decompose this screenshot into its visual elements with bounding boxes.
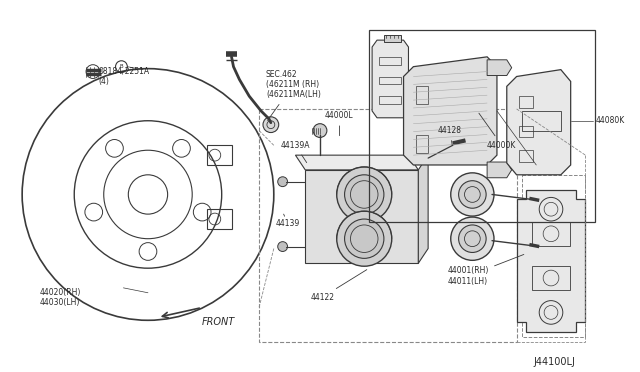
- Bar: [207, 209, 232, 229]
- Polygon shape: [516, 190, 586, 332]
- Bar: [532, 222, 570, 246]
- Circle shape: [263, 117, 278, 132]
- Bar: [207, 145, 232, 165]
- Text: 44139A: 44139A: [281, 141, 310, 163]
- Polygon shape: [372, 40, 408, 118]
- Bar: [522, 111, 561, 131]
- Bar: [522, 175, 586, 337]
- Polygon shape: [487, 60, 512, 76]
- Bar: [259, 109, 516, 342]
- Text: J44100LJ: J44100LJ: [534, 357, 575, 367]
- Text: SEC.462
(46211M (RH)
(46211MA(LH): SEC.462 (46211M (RH) (46211MA(LH): [266, 70, 321, 121]
- Text: B: B: [120, 64, 124, 69]
- Circle shape: [344, 175, 384, 214]
- Polygon shape: [487, 162, 512, 178]
- Text: 44080K: 44080K: [595, 116, 625, 125]
- Bar: [379, 77, 401, 84]
- Bar: [417, 135, 428, 153]
- Bar: [532, 266, 570, 290]
- Text: 44000K: 44000K: [479, 113, 516, 150]
- Text: 44128: 44128: [438, 126, 462, 145]
- Circle shape: [313, 124, 327, 137]
- Circle shape: [337, 211, 392, 266]
- Text: 44139: 44139: [276, 214, 300, 228]
- Polygon shape: [296, 155, 419, 170]
- Text: 08184-2251A
(4): 08184-2251A (4): [99, 67, 150, 86]
- Text: 44000L: 44000L: [325, 111, 353, 136]
- Bar: [518, 150, 533, 162]
- Circle shape: [278, 177, 287, 187]
- Bar: [518, 96, 533, 108]
- Bar: [417, 86, 428, 104]
- Circle shape: [459, 225, 486, 253]
- Circle shape: [278, 242, 287, 251]
- Bar: [379, 96, 401, 104]
- Bar: [379, 57, 401, 65]
- Bar: [518, 126, 533, 137]
- Circle shape: [344, 219, 384, 259]
- Circle shape: [337, 167, 392, 222]
- Text: 44122: 44122: [310, 270, 367, 302]
- Polygon shape: [384, 35, 401, 42]
- Polygon shape: [305, 170, 419, 263]
- Polygon shape: [404, 57, 497, 165]
- Polygon shape: [419, 155, 428, 263]
- Text: 44001(RH)
44011(LH): 44001(RH) 44011(LH): [448, 254, 524, 286]
- Circle shape: [459, 181, 486, 208]
- Circle shape: [451, 217, 494, 260]
- Circle shape: [451, 173, 494, 216]
- Text: FRONT: FRONT: [202, 317, 236, 327]
- Text: 44020(RH)
44030(LH): 44020(RH) 44030(LH): [40, 288, 81, 307]
- Bar: [369, 30, 595, 222]
- Polygon shape: [507, 70, 571, 175]
